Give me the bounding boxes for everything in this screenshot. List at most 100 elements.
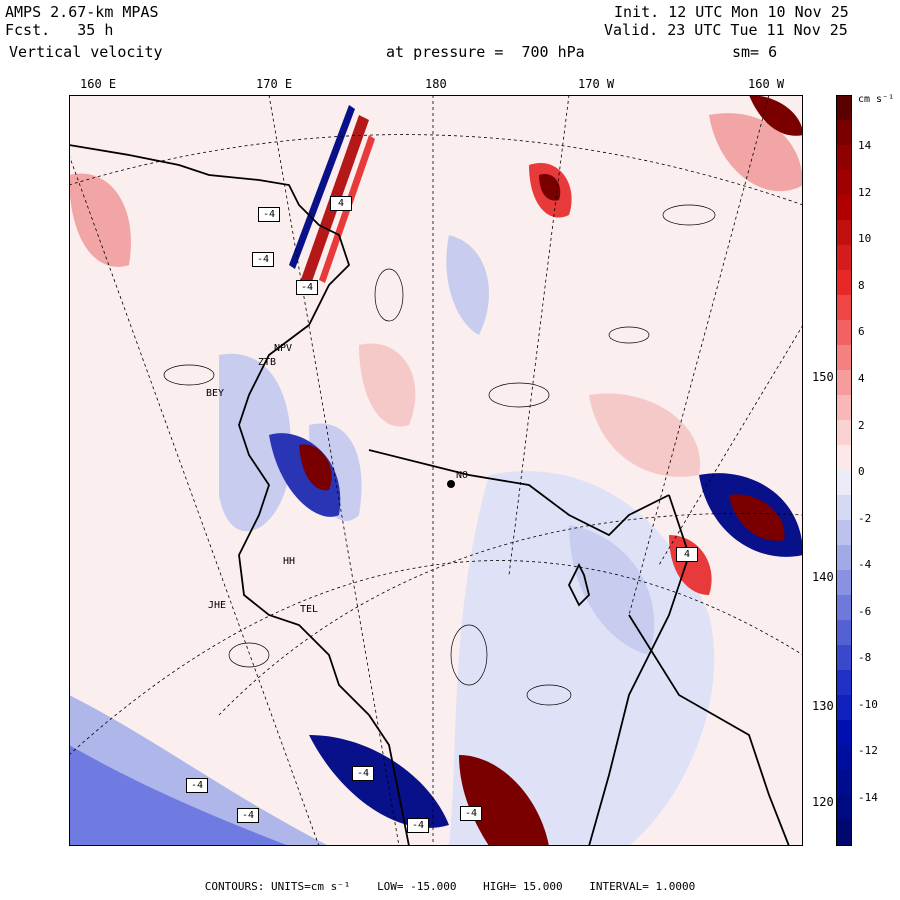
map-panel [69,95,803,846]
strong-descent-area [309,735,449,828]
colorbar-tick: 4 [858,372,865,385]
colorbar-segment [836,745,852,770]
descent-streak [289,105,355,269]
station-label-npv: NPV [274,343,293,354]
lon-line-170w [508,95,570,576]
contour-info: CONTOURS: UNITS=cm s⁻¹ LOW= -15.000 HIGH… [0,880,900,893]
weak-ascent-area [359,343,416,427]
lon-label-180: 180 [425,77,447,91]
station-label-bey: BEY [206,388,225,399]
colorbar-segment [836,795,852,820]
colorbar [836,95,852,846]
colorbar-segment [836,470,852,495]
colorbar-segment [836,170,852,195]
lat-circle [69,134,803,206]
colorbar-segment [836,445,852,470]
colorbar-tick: -2 [858,512,872,525]
weak-descent-area [446,235,489,335]
colorbar-segment [836,345,852,370]
graticule [69,95,803,846]
contour-lines [163,204,716,706]
extreme-marker-box: -4 [352,766,374,781]
extreme-marker-box: -4 [252,252,274,267]
colorbar-segment [836,520,852,545]
colorbar-tick: 2 [858,419,865,432]
weak-ascent-area [709,113,803,192]
colorbar-tick: 0 [858,465,865,478]
colorbar-tick: 6 [858,325,865,338]
colorbar-segment [836,195,852,220]
lon-label-170w: 170 W [578,77,615,91]
colorbar-segment [836,695,852,720]
pressure-level: at pressure = 700 hPa [386,43,585,61]
colorbar-segment [836,295,852,320]
lat-circle [218,512,803,716]
colorbar-frame [836,95,852,846]
colorbar-segment [836,420,852,445]
strong-ascent-area [459,755,549,846]
colorbar-tick: 12 [858,186,872,199]
weak-descent-area [219,353,291,532]
lon-label-160w: 160 W [748,77,785,91]
colorbar-tick: -10 [858,698,878,711]
extreme-marker-box: -4 [237,808,259,823]
extreme-marker-box: -4 [258,207,280,222]
station-label-hh: HH [283,556,296,567]
extreme-marker-box: -4 [460,806,482,821]
strong-ascent-area [299,444,332,491]
weak-ascent-area [589,393,701,477]
colorbar-segment [836,570,852,595]
contour-units: CONTOURS: UNITS=cm s⁻¹ [204,880,351,893]
colorbar-tick: -8 [858,651,872,664]
colorbar-segment [836,320,852,345]
colorbar-segment [836,595,852,620]
colorbar-segment [836,770,852,795]
colorbar-units: cm s⁻¹ [858,94,895,105]
init-time: Init. 12 UTC Mon 10 Nov 25 [614,3,849,21]
colorbar-tick: -6 [858,605,872,618]
lon-label-170e: 170 E [256,77,293,91]
strong-ascent-area [749,95,803,136]
station-label-ztb: ZTB [258,357,277,368]
extreme-marker-box: -4 [407,818,429,833]
colorbar-segment [836,370,852,395]
extreme-marker-box: -4 [186,778,208,793]
colorbar-segment [836,95,852,120]
contour-high: HIGH= 15.000 [483,880,563,893]
smoothing: sm= 6 [732,43,778,61]
station-label-tel: TEL [300,604,319,615]
lon-line-170e [268,95,400,846]
weak-descent-area [449,471,715,846]
colorbar-segment [836,220,852,245]
colorbar-segment [836,395,852,420]
strong-ascent-area [729,494,785,541]
forecast-hour: Fcst. 35 h [5,21,114,39]
lon-line-160e [69,154,320,846]
colorbar-segment [836,545,852,570]
strong-ascent-area [539,174,561,201]
colorbar-tick: 10 [858,232,872,245]
colorbar-tick: 8 [858,279,865,292]
extreme-marker-box: 4 [676,547,698,562]
colorbar-segment [836,495,852,520]
lat-circle [69,560,803,756]
colorbar-tick: -4 [858,558,872,571]
extreme-marker-box: -4 [296,280,318,295]
valid-time: Valid. 23 UTC Tue 11 Nov 25 [604,21,848,39]
colorbar-segment [836,670,852,695]
model-title: AMPS 2.67-km MPAS [5,3,159,21]
colorbar-tick: 14 [858,139,872,152]
coastline [69,144,790,846]
station-label-no: NO [456,470,469,481]
colorbar-segment [836,645,852,670]
colorbar-segment [836,245,852,270]
colorbar-tick: -14 [858,791,878,804]
extreme-marker-box: 4 [330,196,352,211]
lon-line-150w [658,324,803,566]
colorbar-segment [836,620,852,645]
colorbar-segment [836,270,852,295]
colorbar-segment [836,720,852,745]
lon-label-160e: 160 E [80,77,117,91]
map-frame [69,95,803,846]
colorbar-segment [836,820,852,846]
